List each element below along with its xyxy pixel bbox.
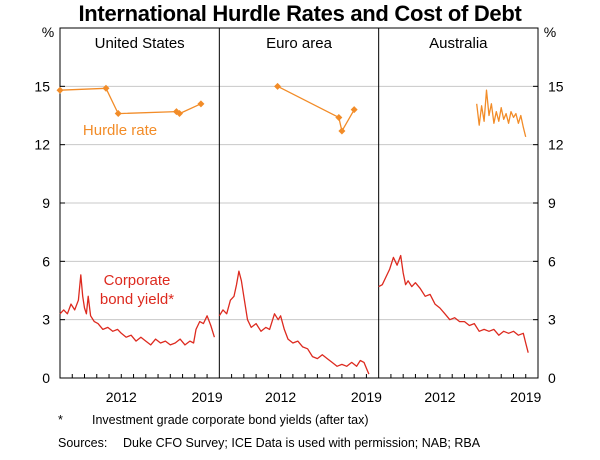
hurdle-rate-annotation: Hurdle rate — [83, 122, 157, 139]
bond-yield-line-1 — [218, 270, 370, 375]
x-tick-label-2012: 2012 — [265, 389, 296, 405]
panel-labels: United States Euro area Australia — [95, 35, 489, 52]
hurdle-rate-line-2 — [476, 89, 527, 138]
hurdle-rate-marker — [335, 113, 343, 121]
y-tick-right-3: 3 — [548, 312, 556, 328]
y-tick-right-12: 12 — [548, 137, 564, 153]
y-tick-left-3: 3 — [42, 312, 50, 328]
hurdle-rate-marker — [274, 82, 282, 90]
hurdle-rate-marker — [56, 86, 64, 94]
y-tick-left-0: 0 — [42, 370, 50, 386]
footnote-mark: * — [58, 413, 63, 427]
hurdle-rate-marker — [197, 100, 205, 108]
chart-title: International Hurdle Rates and Cost of D… — [78, 1, 522, 26]
hurdle-rate-line-1 — [277, 85, 355, 132]
panel-title-australia: Australia — [429, 35, 488, 52]
gridlines — [60, 85, 538, 321]
x-tick-label-2019: 2019 — [191, 389, 222, 405]
hurdle-rate-marker — [176, 110, 183, 118]
y-tick-left-12: 12 — [34, 137, 50, 153]
y-unit-right: % — [544, 24, 556, 40]
bond-yield-annotation-line1: Corporate — [104, 272, 171, 289]
x-tick-label-2019: 2019 — [351, 389, 382, 405]
y-tick-right-9: 9 — [548, 195, 556, 211]
y-tick-left-15: 15 — [34, 78, 50, 94]
x-tick-label-2012: 2012 — [106, 389, 137, 405]
sources-label: Sources: — [58, 436, 108, 450]
y-tick-left-6: 6 — [42, 253, 50, 269]
y-axis: 0 0 3 3 6 6 9 9 12 12 15 15 — [34, 78, 563, 386]
bond-yield-line-0 — [59, 274, 216, 346]
y-tick-left-9: 9 — [42, 195, 50, 211]
y-tick-right-15: 15 — [548, 78, 564, 94]
hurdle-rate-marker — [102, 84, 110, 92]
y-tick-right-6: 6 — [548, 253, 556, 269]
hurdle-rate-marker — [114, 110, 122, 118]
hurdle-rate-line-0 — [59, 87, 202, 115]
y-unit-left: % — [42, 24, 54, 40]
hurdle-rate-marker — [338, 127, 346, 135]
footnote-text: Investment grade corporate bond yields (… — [92, 413, 369, 427]
panel-title-united-states: United States — [95, 35, 185, 52]
y-tick-right-0: 0 — [548, 370, 556, 386]
bond-yield-annotation-line2: bond yield* — [100, 291, 174, 308]
x-axis: 2012 2019 2012 2019 2012 2019 — [71, 374, 542, 405]
panel-title-euro-area: Euro area — [266, 35, 333, 52]
x-tick-label-2012: 2012 — [424, 389, 455, 405]
series-layer — [56, 82, 529, 375]
x-tick-label-2019: 2019 — [510, 389, 541, 405]
sources-text: Duke CFO Survey; ICE Data is used with p… — [123, 436, 481, 450]
hurdle-rate-marker — [350, 106, 358, 114]
bond-yield-line-2 — [378, 254, 529, 353]
